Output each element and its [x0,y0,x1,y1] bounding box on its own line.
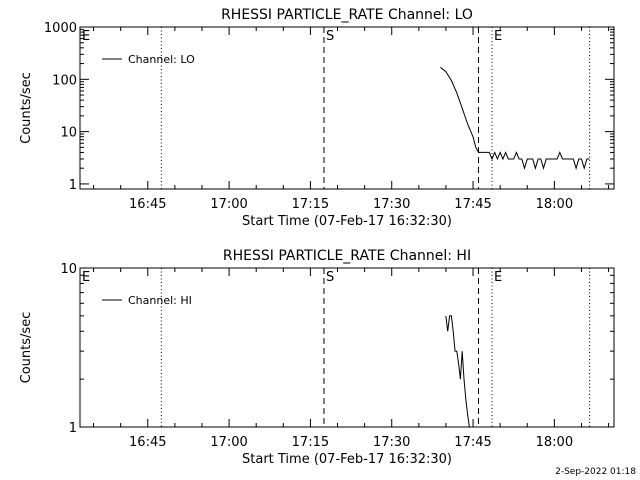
hi-channel-panel: RHESSI PARTICLE_RATE Channel: HI Start Ti… [19,248,615,467]
x-tick-label: 16:45 [129,197,166,212]
lo-channel-panel: RHESSI PARTICLE_RATE Channel: LO Start Ti… [19,7,615,229]
y-tick-label: 1 [69,421,77,436]
x-tick-label: 17:15 [292,197,329,212]
chart-title: RHESSI PARTICLE_RATE Channel: LO [221,7,473,23]
footer-date: 2-Sep-2022 01:18 [555,467,636,477]
series-line [445,315,470,428]
y-tick-label: 10 [60,262,77,277]
x-tick-label: 18:00 [536,435,573,450]
x-tick-label: 17:15 [292,435,329,450]
series-line [440,66,590,170]
y-axis-label: Counts/sec [19,312,34,384]
time-marker-label: E [82,270,90,285]
x-tick-label: 16:45 [129,435,166,450]
time-marker-label: E [82,29,90,44]
time-marker-label: S [326,270,334,285]
time-marker-label: E [494,29,502,44]
x-tick-label: 18:00 [536,197,573,212]
y-tick-label: 10 [60,126,77,141]
x-axis-label: Start Time (07-Feb-17 16:32:30) [242,452,452,467]
x-tick-label: 17:00 [210,197,247,212]
y-axis-label: Counts/sec [19,72,34,144]
x-axis-label: Start Time (07-Feb-17 16:32:30) [242,214,452,229]
time-marker-label: S [326,29,334,44]
time-marker-label: E [494,270,502,285]
legend-label: Channel: HI [128,294,192,307]
y-tick-label: 100 [52,73,77,88]
plot-frame [79,267,615,428]
x-tick-label: 17:30 [373,197,410,212]
chart-title: RHESSI PARTICLE_RATE Channel: HI [223,248,471,264]
legend-label: Channel: LO [128,53,195,66]
x-tick-label: 17:00 [210,435,247,450]
x-tick-label: 17:30 [373,435,410,450]
x-tick-label: 17:45 [454,435,491,450]
x-tick-label: 17:45 [454,197,491,212]
y-tick-label: 1000 [44,21,77,36]
y-tick-label: 1 [69,178,77,193]
